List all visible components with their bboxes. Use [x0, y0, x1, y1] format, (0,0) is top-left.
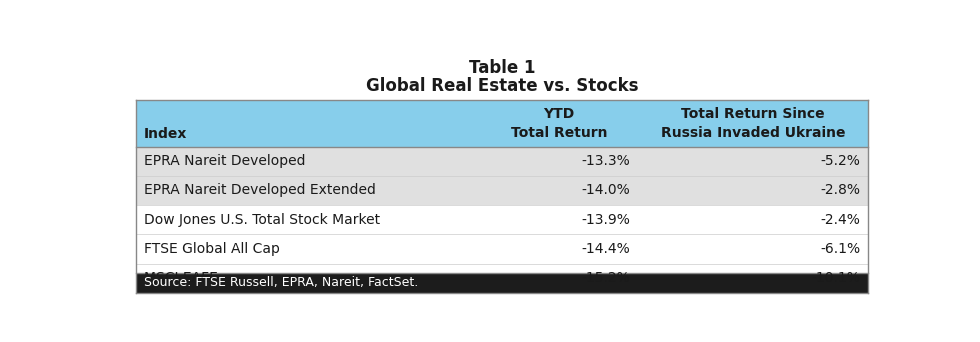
Bar: [136, 100, 868, 146]
Bar: [136, 234, 868, 264]
Text: -13.9%: -13.9%: [581, 213, 630, 227]
Text: Total Return Since
Russia Invaded Ukraine: Total Return Since Russia Invaded Ukrain…: [661, 107, 845, 140]
Text: EPRA Nareit Developed: EPRA Nareit Developed: [144, 154, 306, 168]
Bar: [136, 146, 868, 176]
Bar: [136, 264, 868, 293]
Text: EPRA Nareit Developed Extended: EPRA Nareit Developed Extended: [144, 183, 376, 197]
Text: -2.8%: -2.8%: [820, 183, 860, 197]
Bar: [136, 176, 868, 205]
Text: -6.1%: -6.1%: [820, 242, 860, 256]
Text: Table 1: Table 1: [469, 59, 535, 77]
Bar: [136, 205, 868, 234]
Text: -15.2%: -15.2%: [581, 271, 630, 285]
Text: FTSE Global All Cap: FTSE Global All Cap: [144, 242, 280, 256]
Text: Index: Index: [144, 127, 187, 141]
Text: YTD
Total Return: YTD Total Return: [511, 107, 608, 140]
Bar: [136, 273, 868, 293]
Text: MSCI EAFE: MSCI EAFE: [144, 271, 219, 285]
Text: Dow Jones U.S. Total Stock Market: Dow Jones U.S. Total Stock Market: [144, 213, 380, 227]
Text: -2.4%: -2.4%: [820, 213, 860, 227]
Text: Global Real Estate vs. Stocks: Global Real Estate vs. Stocks: [366, 77, 639, 95]
Text: -14.0%: -14.0%: [581, 183, 630, 197]
Text: Source: FTSE Russell, EPRA, Nareit, FactSet.: Source: FTSE Russell, EPRA, Nareit, Fact…: [144, 276, 418, 289]
Text: -10.1%: -10.1%: [811, 271, 860, 285]
Text: -5.2%: -5.2%: [820, 154, 860, 168]
Text: -14.4%: -14.4%: [581, 242, 630, 256]
Text: -13.3%: -13.3%: [581, 154, 630, 168]
